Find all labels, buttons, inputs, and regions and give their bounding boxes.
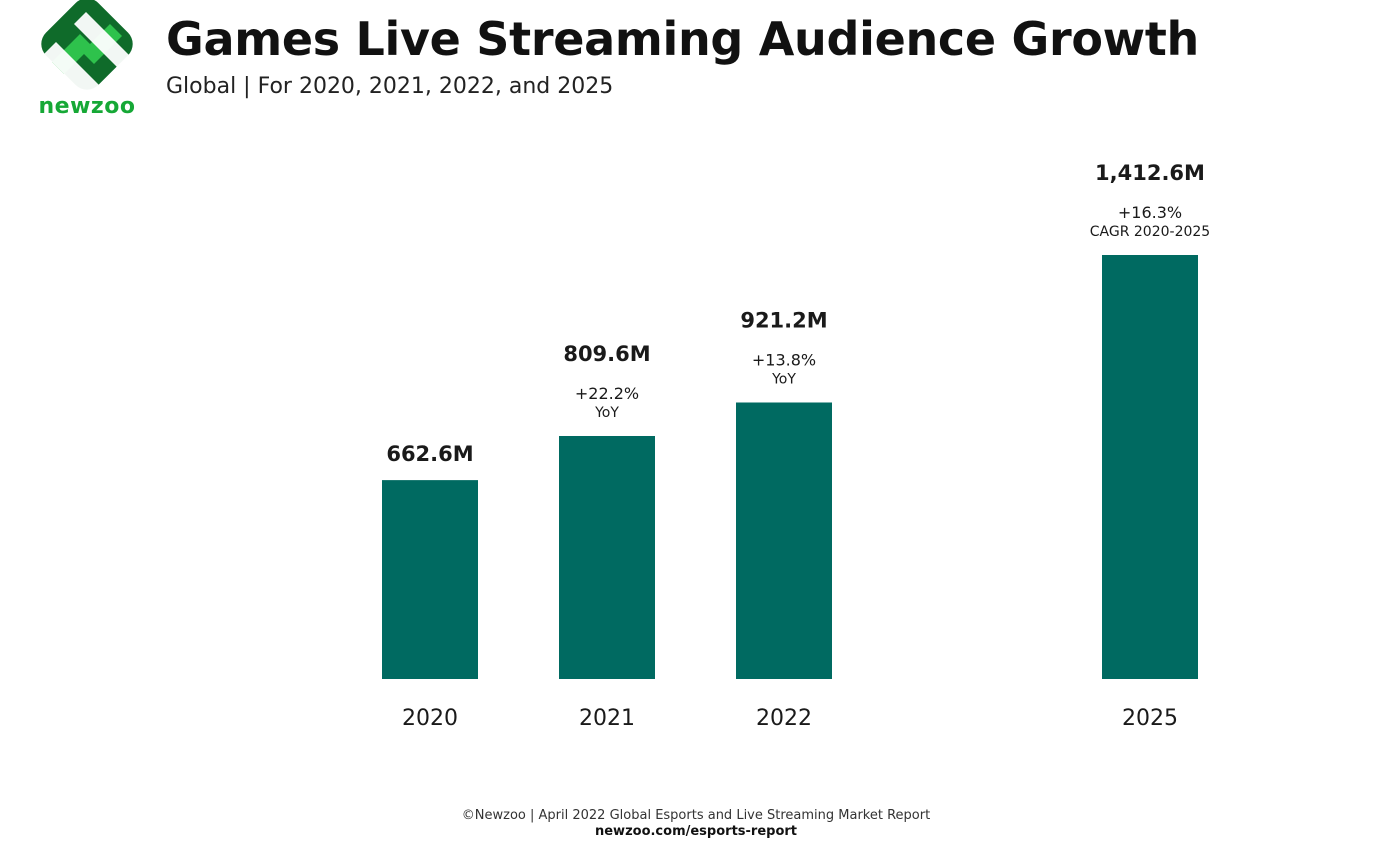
x-tick-2020: 2020 <box>402 706 458 731</box>
x-tick-2022: 2022 <box>756 706 812 731</box>
footer: ©Newzoo | April 2022 Global Esports and … <box>0 808 1392 839</box>
footer-source: ©Newzoo | April 2022 Global Esports and … <box>461 808 931 823</box>
growth-label-2025: +16.3% <box>1118 203 1182 222</box>
bar-2025 <box>1102 255 1198 679</box>
value-label-2021: 809.6M <box>563 342 650 366</box>
value-label-2020: 662.6M <box>386 442 473 466</box>
newzoo-logo <box>41 0 133 98</box>
growth-caption-2025: CAGR 2020-2025 <box>1090 224 1210 240</box>
chart-title: Games Live Streaming Audience Growth <box>166 12 1199 66</box>
bar-2020 <box>382 480 478 679</box>
footer-url: newzoo.com/esports-report <box>594 824 798 839</box>
chart-subtitle: Global | For 2020, 2021, 2022, and 2025 <box>166 74 614 99</box>
bar-2021 <box>559 435 655 679</box>
x-tick-2021: 2021 <box>579 706 635 731</box>
bar-2022 <box>736 402 832 679</box>
value-label-2025: 1,412.6M <box>1095 161 1205 185</box>
bar-chart: 2020 662.6M 2021 809.6M +22.2% YoY 2022 921.2M +… <box>382 161 1210 731</box>
brand-wordmark: newzoo <box>38 94 136 119</box>
growth-label-2021: +22.2% <box>575 384 639 403</box>
value-label-2022: 921.2M <box>740 308 827 332</box>
growth-caption-2021: YoY <box>594 405 619 421</box>
growth-label-2022: +13.8% <box>752 350 816 369</box>
x-tick-2025: 2025 <box>1122 706 1178 731</box>
growth-caption-2022: YoY <box>771 371 796 387</box>
